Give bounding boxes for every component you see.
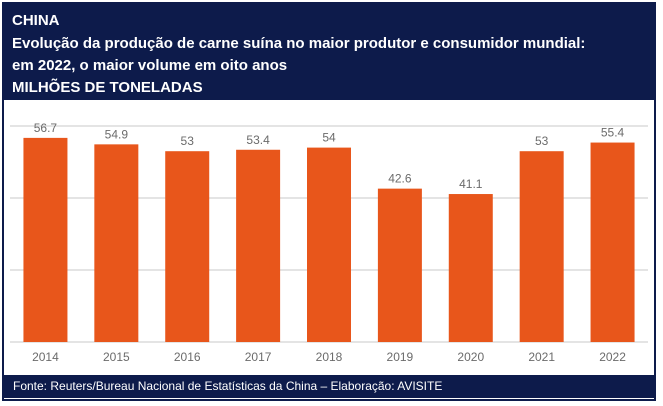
bar-2019 [377,188,422,342]
bar-2021 [519,151,564,342]
x-tick-2017: 2017 [245,350,272,364]
value-label-2022: 55.4 [601,126,625,140]
bar-2014 [23,137,68,342]
value-label-2021: 53 [535,134,549,148]
x-tick-2014: 2014 [32,350,59,364]
bar-2020 [448,194,493,342]
bar-2015 [94,144,139,342]
bar-2022 [590,142,635,342]
value-label-2018: 54 [322,131,336,145]
x-tick-2019: 2019 [387,350,414,364]
bar-chart: 56.7 2014 54.9 2015 53 2016 53.4 2017 54 2018 42.6… [10,121,648,364]
source-note: Fonte: Reuters/Bureau Nacional de Estatí… [13,379,443,393]
value-label-2016: 53 [181,134,195,148]
value-label-2014: 56.7 [34,121,58,135]
x-tick-2020: 2020 [457,350,484,364]
x-tick-2015: 2015 [103,350,130,364]
x-tick-2018: 2018 [316,350,343,364]
bar-2018 [307,147,351,342]
x-tick-2021: 2021 [528,350,555,364]
unit-label: MILHÕES DE TONELADAS [12,79,203,96]
value-label-2019: 42.6 [388,172,412,186]
value-label-2017: 53.4 [246,133,270,147]
bar-2017 [236,149,281,342]
bar-2016 [165,151,210,342]
chart-title-line-2: em 2022, o maior volume em oito anos [12,57,288,74]
x-tick-2016: 2016 [174,350,201,364]
chart-title-line-1: Evolução da produção de carne suína no m… [12,35,586,52]
footer-panel: Fonte: Reuters/Bureau Nacional de Estatí… [4,375,654,398]
value-label-2015: 54.9 [105,127,129,141]
header-panel: CHINA Evolução da produção de carne suín… [4,4,654,100]
country-label: CHINA [12,12,60,29]
value-label-2020: 41.1 [459,177,483,191]
x-tick-2022: 2022 [599,350,626,364]
